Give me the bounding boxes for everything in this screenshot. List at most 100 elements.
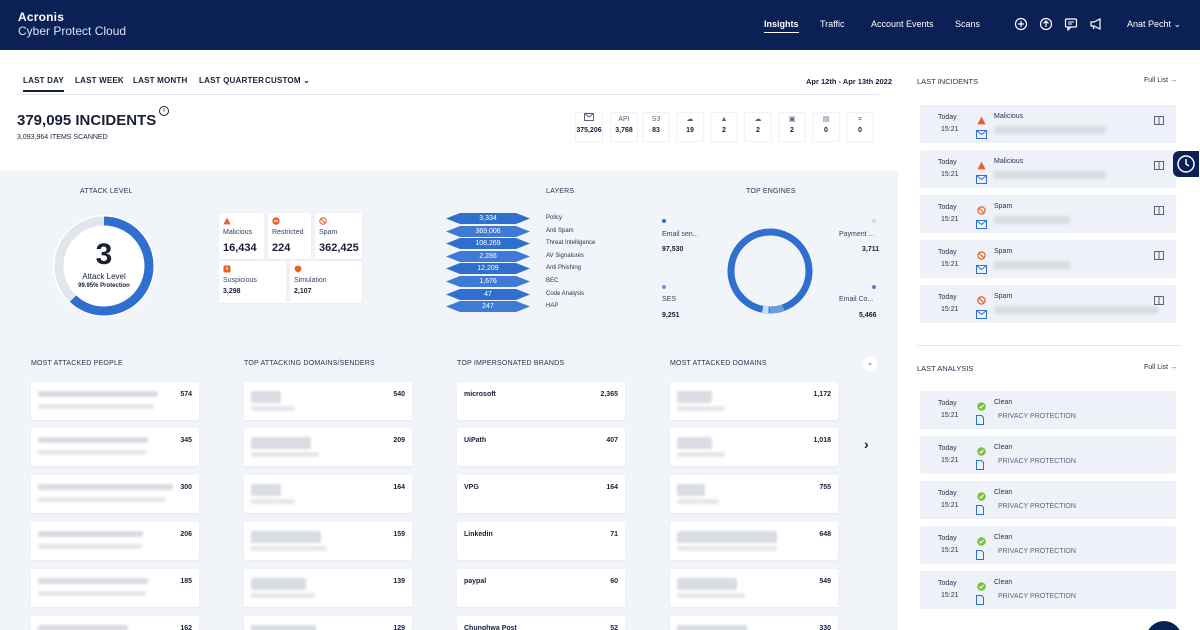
list-item[interactable]: 755	[670, 475, 838, 513]
engines-donut[interactable]	[725, 226, 815, 316]
redacted-text	[251, 593, 315, 598]
incident-row[interactable]: Today 15:21 Malicious	[920, 105, 1176, 143]
layer-name: HAP	[546, 303, 559, 310]
tab-custom[interactable]: CUSTOM ⌄	[265, 76, 310, 85]
list-item[interactable]: 159	[244, 522, 412, 560]
attack-card-restricted[interactable]: Restricted 224	[268, 213, 311, 259]
list-item[interactable]: 300	[31, 475, 199, 513]
brand-logo[interactable]: Acronis Cyber Protect Cloud	[18, 10, 126, 38]
list-item[interactable]: 540	[244, 382, 412, 420]
list-item[interactable]: 139	[244, 569, 412, 607]
layer-bar[interactable]	[446, 301, 530, 313]
chat-icon[interactable]	[1064, 17, 1078, 31]
redacted-text	[38, 544, 142, 549]
upload-icon[interactable]	[1039, 17, 1053, 31]
analysis-row[interactable]: Today 15:21 Clean PRIVACY PROTECTION	[920, 571, 1176, 609]
help-button[interactable]	[1146, 621, 1182, 630]
incident-day: Today	[938, 114, 957, 121]
analysis-status: Clean	[994, 534, 1013, 541]
attack-card-spam[interactable]: Spam 362,425	[315, 213, 362, 259]
date-range[interactable]: Apr 12th - Apr 13th 2022	[806, 77, 892, 86]
layer-bar[interactable]	[446, 276, 530, 287]
list-item[interactable]: 345	[31, 428, 199, 466]
list-item[interactable]: 129	[244, 616, 412, 630]
tab-last-quarter[interactable]: LAST QUARTER	[199, 76, 265, 85]
chevron-right-icon[interactable]: ›	[864, 436, 869, 452]
list-item[interactable]: Linkedin 71	[457, 522, 625, 560]
tab-last-month[interactable]: LAST MONTH	[133, 76, 188, 85]
nav-traffic[interactable]: Traffic	[820, 19, 845, 29]
tab-last-day[interactable]: LAST DAY	[23, 76, 64, 92]
top-impersonated-brands-heading: TOP IMPERSONATED BRANDS	[457, 360, 565, 367]
add-icon[interactable]	[1014, 17, 1028, 31]
channel-teams[interactable]: ▤ 0	[812, 112, 840, 142]
list-item[interactable]: 330	[670, 616, 838, 630]
redacted-text	[677, 406, 725, 411]
chevron-down-icon[interactable]: ⌄	[863, 357, 877, 371]
incident-row[interactable]: Today 15:21 Spam	[920, 195, 1176, 233]
nav-account-events[interactable]: Account Events	[871, 19, 934, 29]
layer-bar[interactable]	[446, 288, 530, 300]
list-item[interactable]: 206	[31, 522, 199, 560]
layer-value: 108,269	[475, 240, 501, 248]
nav-insights[interactable]: Insights	[764, 19, 799, 33]
list-item[interactable]: UiPath 407	[457, 428, 625, 466]
salesforce-icon: ☁	[754, 116, 762, 123]
analysis-full-list-link[interactable]: Full List →	[1144, 364, 1178, 371]
incident-row[interactable]: Today 15:21 Spam	[920, 240, 1176, 278]
redacted-text	[994, 216, 1070, 224]
list-item[interactable]: 648	[670, 522, 838, 560]
attack-level-gauge[interactable]: 3 Attack Level 99.95% Protection	[52, 214, 156, 318]
channel-salesforce[interactable]: ☁ 2	[744, 112, 772, 142]
list-item[interactable]: 164	[244, 475, 412, 513]
attack-type-label: Spam	[319, 229, 338, 236]
channel-email[interactable]: 375,206	[575, 112, 603, 142]
list-item[interactable]: 162	[31, 616, 199, 630]
list-item[interactable]: paypal 60	[457, 569, 625, 607]
document-icon	[976, 457, 985, 470]
user-menu[interactable]: Anat Pecht ⌄	[1127, 19, 1181, 30]
attack-card-malicious[interactable]: Malicious 16,434	[219, 213, 264, 259]
attack-card-simulation[interactable]: Simulation 2,107	[290, 261, 362, 303]
list-item[interactable]: 574	[31, 382, 199, 420]
list-item[interactable]: 185	[31, 569, 199, 607]
layer-bar[interactable]	[446, 225, 530, 237]
list-item[interactable]: Chunghwa Post 52	[457, 616, 625, 630]
list-value: 162	[180, 625, 192, 630]
analysis-row[interactable]: Today 15:21 Clean PRIVACY PROTECTION	[920, 436, 1176, 474]
layer-bar[interactable]	[446, 213, 530, 224]
suspicious-icon	[223, 265, 231, 273]
analysis-row[interactable]: Today 15:21 Clean PRIVACY PROTECTION	[920, 526, 1176, 564]
incidents-full-list-link[interactable]: Full List →	[1144, 77, 1178, 84]
channel-cloud[interactable]: ☁ 19	[676, 112, 704, 142]
list-item[interactable]: VPG 164	[457, 475, 625, 513]
incident-row[interactable]: Today 15:21 Spam	[920, 285, 1176, 323]
channel-slack[interactable]: ⌗ 0	[846, 112, 874, 142]
layer-bar[interactable]	[446, 250, 530, 262]
channel-exchange[interactable]: ▣ 2	[778, 112, 806, 142]
megaphone-icon[interactable]	[1089, 17, 1103, 31]
analysis-row[interactable]: Today 15:21 Clean PRIVACY PROTECTION	[920, 481, 1176, 519]
tab-last-week[interactable]: LAST WEEK	[75, 76, 124, 85]
list-item[interactable]: microsoft 2,365	[457, 382, 625, 420]
items-scanned: 3,093,964 ITEMS SCANNED	[17, 134, 108, 141]
layer-bar[interactable]	[446, 238, 530, 250]
list-item[interactable]: 549	[670, 569, 838, 607]
nav-scans[interactable]: Scans	[955, 19, 981, 29]
analysis-day: Today	[938, 580, 957, 587]
attack-card-suspicious[interactable]: Suspicious 3,298	[219, 261, 286, 303]
list-item[interactable]: 209	[244, 428, 412, 466]
analysis-status: Clean	[994, 444, 1013, 451]
incident-row[interactable]: Today 15:21 Malicious	[920, 150, 1176, 188]
channel-drive[interactable]: ▲ 2	[710, 112, 738, 142]
engine-name: Email sen...	[662, 231, 699, 238]
list-item[interactable]: 1,018	[670, 428, 838, 466]
layer-bar[interactable]	[446, 263, 530, 275]
engine-dot	[872, 219, 876, 223]
side-panel-toggle[interactable]	[1173, 151, 1199, 177]
channel-s3[interactable]: S3 83	[642, 112, 670, 142]
analysis-row[interactable]: Today 15:21 Clean PRIVACY PROTECTION	[920, 391, 1176, 429]
list-item[interactable]: 1,172	[670, 382, 838, 420]
channel-api[interactable]: API 3,768	[610, 112, 638, 142]
info-icon[interactable]: i	[159, 106, 169, 116]
